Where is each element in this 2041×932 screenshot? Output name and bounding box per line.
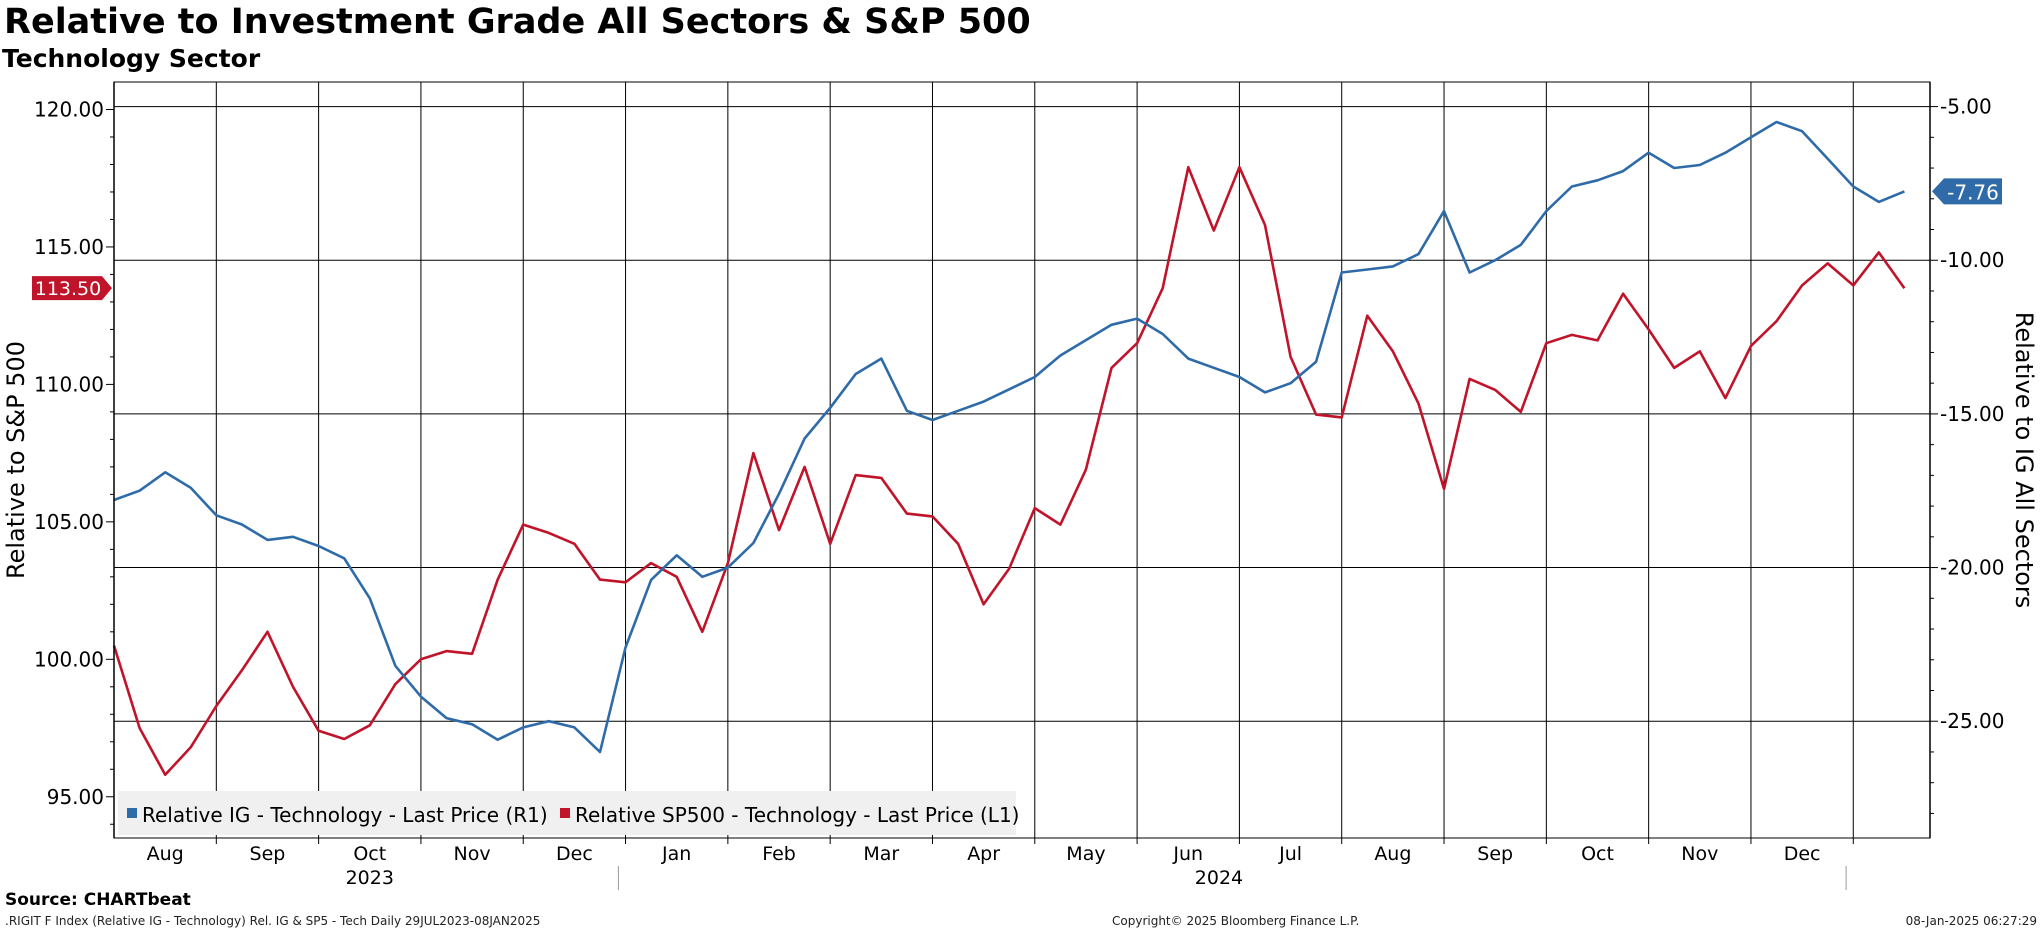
month-tick-label: Dec — [556, 843, 593, 865]
month-tick-label: Apr — [967, 843, 1000, 865]
timestamp: 08-Jan-2025 06:27:29 — [1905, 914, 2037, 928]
right-axis-label: Relative to IG All Sectors — [2010, 312, 2038, 608]
month-tick-label: Sep — [250, 843, 286, 865]
right-tick-label: -5.00 — [1940, 95, 1992, 119]
left-axis-label: Relative to S&P 500 — [2, 341, 30, 579]
last-value-label-sp500: 113.50 — [35, 278, 101, 300]
last-value-badge-ig — [1932, 178, 2002, 205]
series-line-ig — [113, 120, 1905, 754]
last-value-label-ig: -7.76 — [1947, 180, 1999, 204]
month-tick-label: Aug — [1374, 843, 1411, 865]
right-tick-label: -25.00 — [1940, 709, 2004, 733]
left-tick-label: 95.00 — [47, 785, 104, 809]
left-tick-label: 105.00 — [34, 510, 104, 534]
legend-label-sp500: Relative SP500 - Technology - Last Price… — [575, 803, 1019, 827]
month-tick-label: Jan — [661, 843, 691, 865]
legend-swatch-sp500 — [560, 808, 570, 818]
left-tick-label: 100.00 — [34, 647, 104, 671]
month-tick-label: Sep — [1477, 843, 1513, 865]
left-tick-label: 120.00 — [34, 97, 104, 121]
right-tick-label: -10.00 — [1940, 248, 2004, 272]
source-note: Source: CHARTbeat — [5, 890, 191, 910]
year-label: 2024 — [1195, 867, 1243, 889]
month-tick-label: Oct — [1581, 843, 1614, 865]
grid-lines — [113, 81, 1931, 839]
month-tick-label: Jul — [1278, 843, 1302, 865]
legend-swatch-ig — [127, 808, 137, 818]
right-tick-label: -20.00 — [1940, 556, 2004, 580]
right-tick-label: -15.00 — [1940, 402, 2004, 426]
series-line-sp500 — [112, 165, 1906, 777]
plot-frame — [113, 81, 1931, 839]
month-tick-label: Jun — [1172, 843, 1203, 865]
month-tick-label: Dec — [1784, 843, 1821, 865]
chart-title: Relative to Investment Grade All Sectors… — [4, 2, 1031, 42]
index-info: .RIGIT F Index (Relative IG - Technology… — [5, 914, 541, 928]
month-tick-label: Aug — [147, 843, 184, 865]
month-tick-label: Oct — [353, 843, 386, 865]
series-lines — [112, 120, 1906, 777]
left-tick-label: 115.00 — [34, 235, 104, 259]
month-tick-label: Mar — [863, 843, 899, 865]
left-tick-label: 110.00 — [34, 372, 104, 396]
month-tick-label: Nov — [454, 843, 491, 865]
year-label: 2023 — [346, 867, 394, 889]
last-value-badge-sp500 — [32, 276, 112, 301]
legend-label-ig: Relative IG - Technology - Last Price (R… — [142, 803, 548, 827]
chart-subtitle: Technology Sector — [2, 44, 261, 73]
month-tick-label: May — [1066, 843, 1105, 865]
axes: 95.00 100.00 105.00 110.00 115.00 120.00 Relat… — [2, 82, 2038, 890]
month-tick-label: Feb — [762, 843, 796, 865]
copyright-text: Copyright© 2025 Bloomberg Finance L.P. — [1112, 914, 1360, 928]
month-tick-label: Nov — [1681, 843, 1718, 865]
